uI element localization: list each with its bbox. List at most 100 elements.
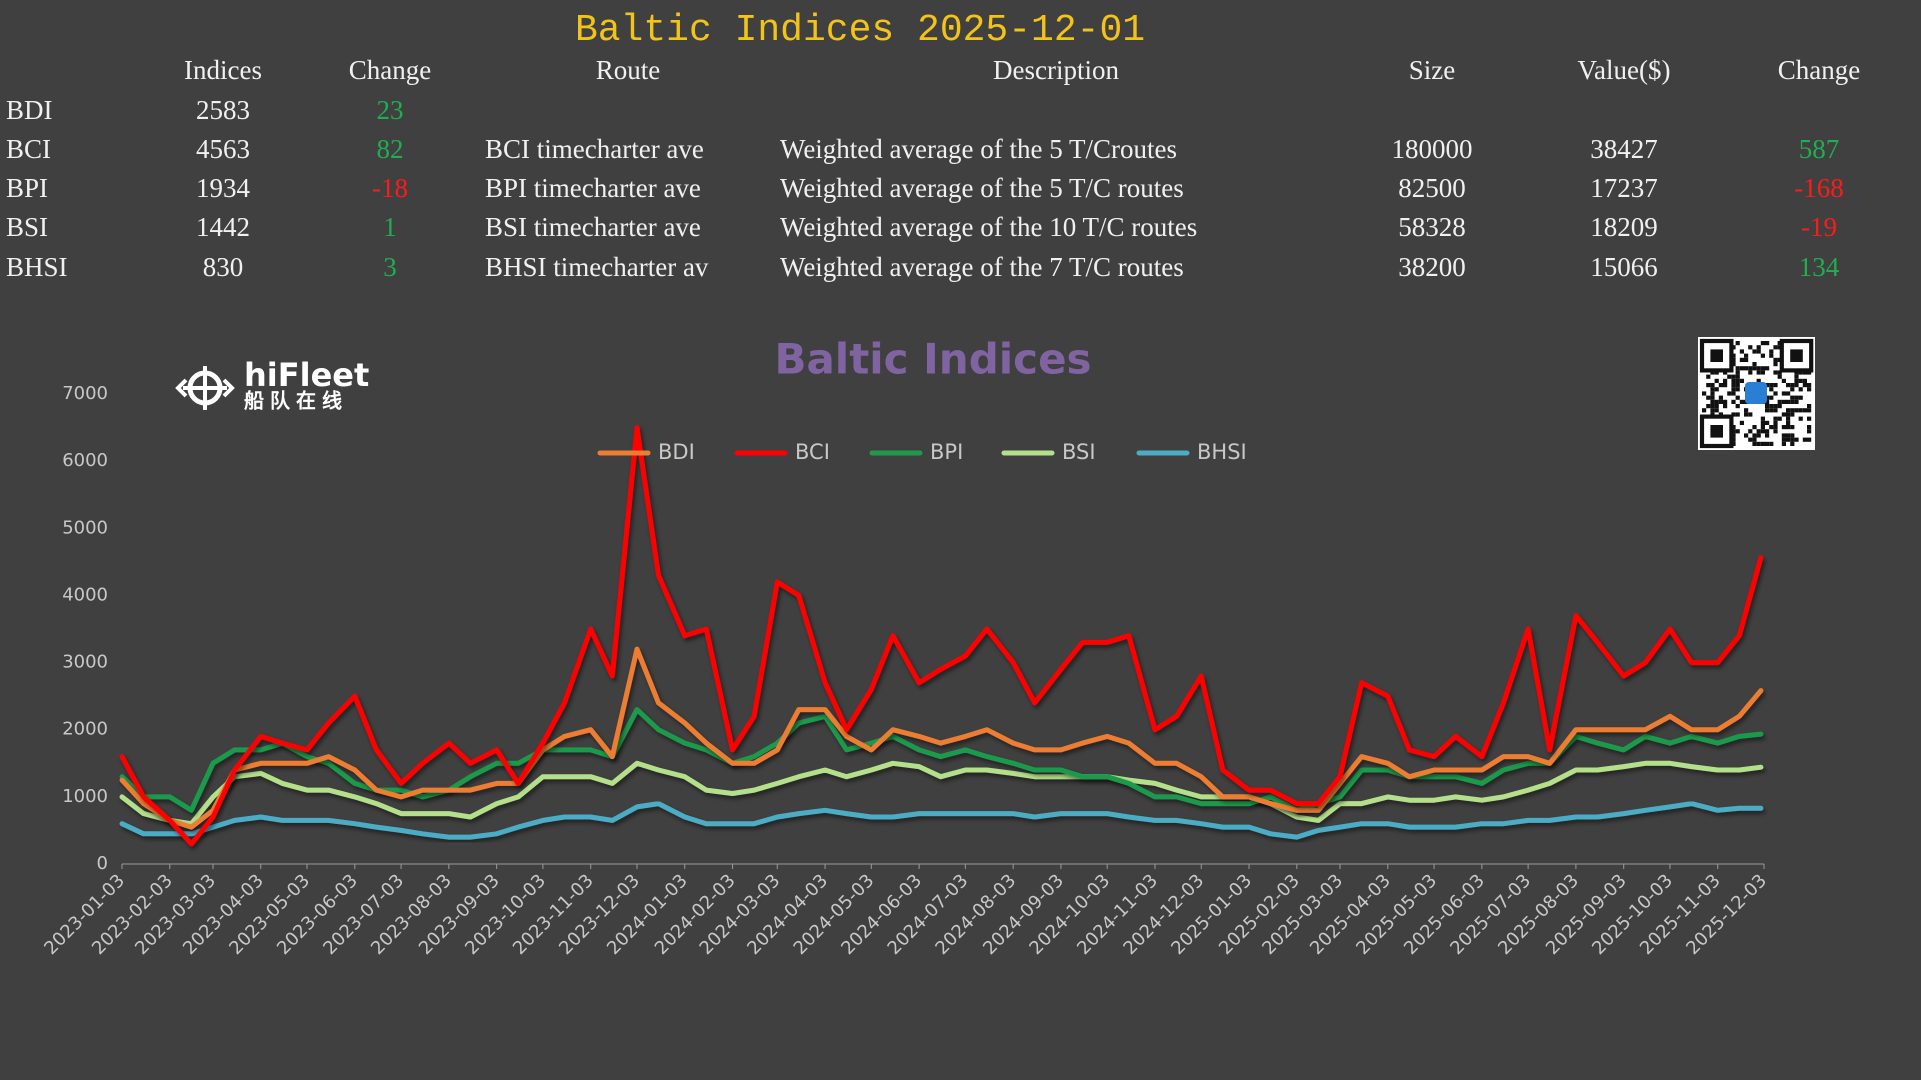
qr-cell	[1735, 383, 1740, 388]
qr-cell	[1706, 374, 1711, 379]
qr-cell	[1744, 408, 1749, 413]
legend-label: BPI	[930, 440, 963, 464]
qr-cell	[1727, 374, 1732, 379]
y-tick-label: 3000	[62, 652, 108, 673]
qr-cell	[1723, 399, 1728, 404]
qr-finder	[1779, 338, 1814, 373]
qr-cell	[1744, 353, 1749, 358]
qr-cell	[1731, 362, 1736, 367]
qr-cell	[1756, 366, 1761, 371]
qr-cell	[1798, 378, 1803, 383]
qr-cell	[1781, 378, 1786, 383]
qr-cell	[1723, 383, 1728, 388]
qr-cell	[1731, 383, 1736, 388]
qr-cell	[1769, 383, 1774, 388]
qr-cell	[1731, 429, 1736, 434]
table-cell: 1934	[196, 173, 251, 203]
qr-cell	[1752, 441, 1757, 446]
qr-cell	[1786, 391, 1791, 396]
chart-title: Baltic Indices	[774, 335, 1091, 384]
qr-cell	[1765, 433, 1770, 438]
table-cell: 23	[377, 95, 404, 125]
qr-cell	[1739, 420, 1744, 425]
table-cell: BHSI	[6, 252, 68, 282]
series-line	[119, 707, 1764, 813]
qr-cell	[1781, 437, 1786, 442]
qr-cell	[1794, 383, 1799, 388]
qr-cell	[1765, 399, 1770, 404]
qr-cell	[1718, 412, 1723, 417]
qr-cell	[1790, 412, 1795, 417]
qr-cell	[1760, 366, 1765, 371]
qr-cell	[1786, 412, 1791, 417]
qr-cell	[1714, 408, 1719, 413]
qr-cell	[1702, 391, 1707, 396]
table-cell: 82	[377, 134, 404, 164]
qr-cell	[1798, 416, 1803, 421]
qr-cell	[1731, 387, 1736, 392]
qr-finder	[1699, 414, 1734, 449]
qr-cell	[1752, 425, 1757, 430]
qr-cell	[1752, 349, 1757, 354]
qr-cell	[1794, 378, 1799, 383]
qr-cell	[1760, 420, 1765, 425]
qr-cell	[1807, 383, 1812, 388]
qr-cell	[1731, 374, 1736, 379]
table-cell: BCI	[6, 134, 51, 164]
qr-cell	[1723, 378, 1728, 383]
qr-cell	[1781, 399, 1786, 404]
table-cell: -19	[1801, 212, 1837, 242]
qr-cell	[1807, 408, 1812, 413]
qr-cell	[1786, 383, 1791, 388]
qr-cell	[1773, 420, 1778, 425]
qr-cell	[1731, 437, 1736, 442]
series-line	[119, 646, 1764, 830]
qr-cell	[1773, 429, 1778, 434]
table-cell: Weighted average of the 10 T/C routes	[780, 212, 1197, 242]
qr-cell	[1786, 437, 1791, 442]
qr-cell	[1760, 441, 1765, 446]
table-cell: 17237	[1590, 173, 1658, 203]
qr-cell	[1769, 349, 1774, 354]
qr-cell	[1756, 433, 1761, 438]
qr-cell	[1744, 366, 1749, 371]
column-header: Change	[1778, 55, 1860, 85]
qr-cell	[1710, 395, 1715, 400]
qr-cell	[1807, 387, 1812, 392]
qr-cell	[1807, 429, 1812, 434]
qr-cell	[1765, 420, 1770, 425]
qr-cell	[1735, 341, 1740, 346]
table-cell: 1442	[196, 212, 250, 242]
qr-cell	[1744, 357, 1749, 362]
qr-cell	[1760, 353, 1765, 358]
table-cell: -18	[372, 173, 408, 203]
qr-cell	[1731, 391, 1736, 396]
qr-cell	[1710, 383, 1715, 388]
qr-cell	[1777, 370, 1782, 375]
table-cell: 180000	[1392, 134, 1473, 164]
qr-cell	[1786, 408, 1791, 413]
table-cell: BCI timecharter ave	[485, 134, 704, 164]
qr-cell	[1706, 404, 1711, 409]
qr-cell	[1731, 441, 1736, 446]
qr-cell	[1714, 378, 1719, 383]
qr-pattern	[1699, 338, 1814, 449]
qr-cell	[1769, 425, 1774, 430]
table-cell: 4563	[196, 134, 250, 164]
table-cell: Weighted average of the 5 T/C routes	[780, 173, 1184, 203]
qr-cell	[1731, 433, 1736, 438]
table-cell: BHSI timecharter av	[485, 252, 709, 282]
qr-cell	[1773, 416, 1778, 421]
qr-cell	[1760, 416, 1765, 421]
qr-cell	[1748, 370, 1753, 375]
qr-cell	[1739, 399, 1744, 404]
table-cell: -168	[1794, 173, 1844, 203]
qr-cell	[1760, 341, 1765, 346]
qr-cell	[1748, 345, 1753, 350]
qr-cell	[1756, 429, 1761, 434]
qr-cell	[1735, 395, 1740, 400]
table-cell: BSI	[6, 212, 48, 242]
qr-cell	[1710, 391, 1715, 396]
